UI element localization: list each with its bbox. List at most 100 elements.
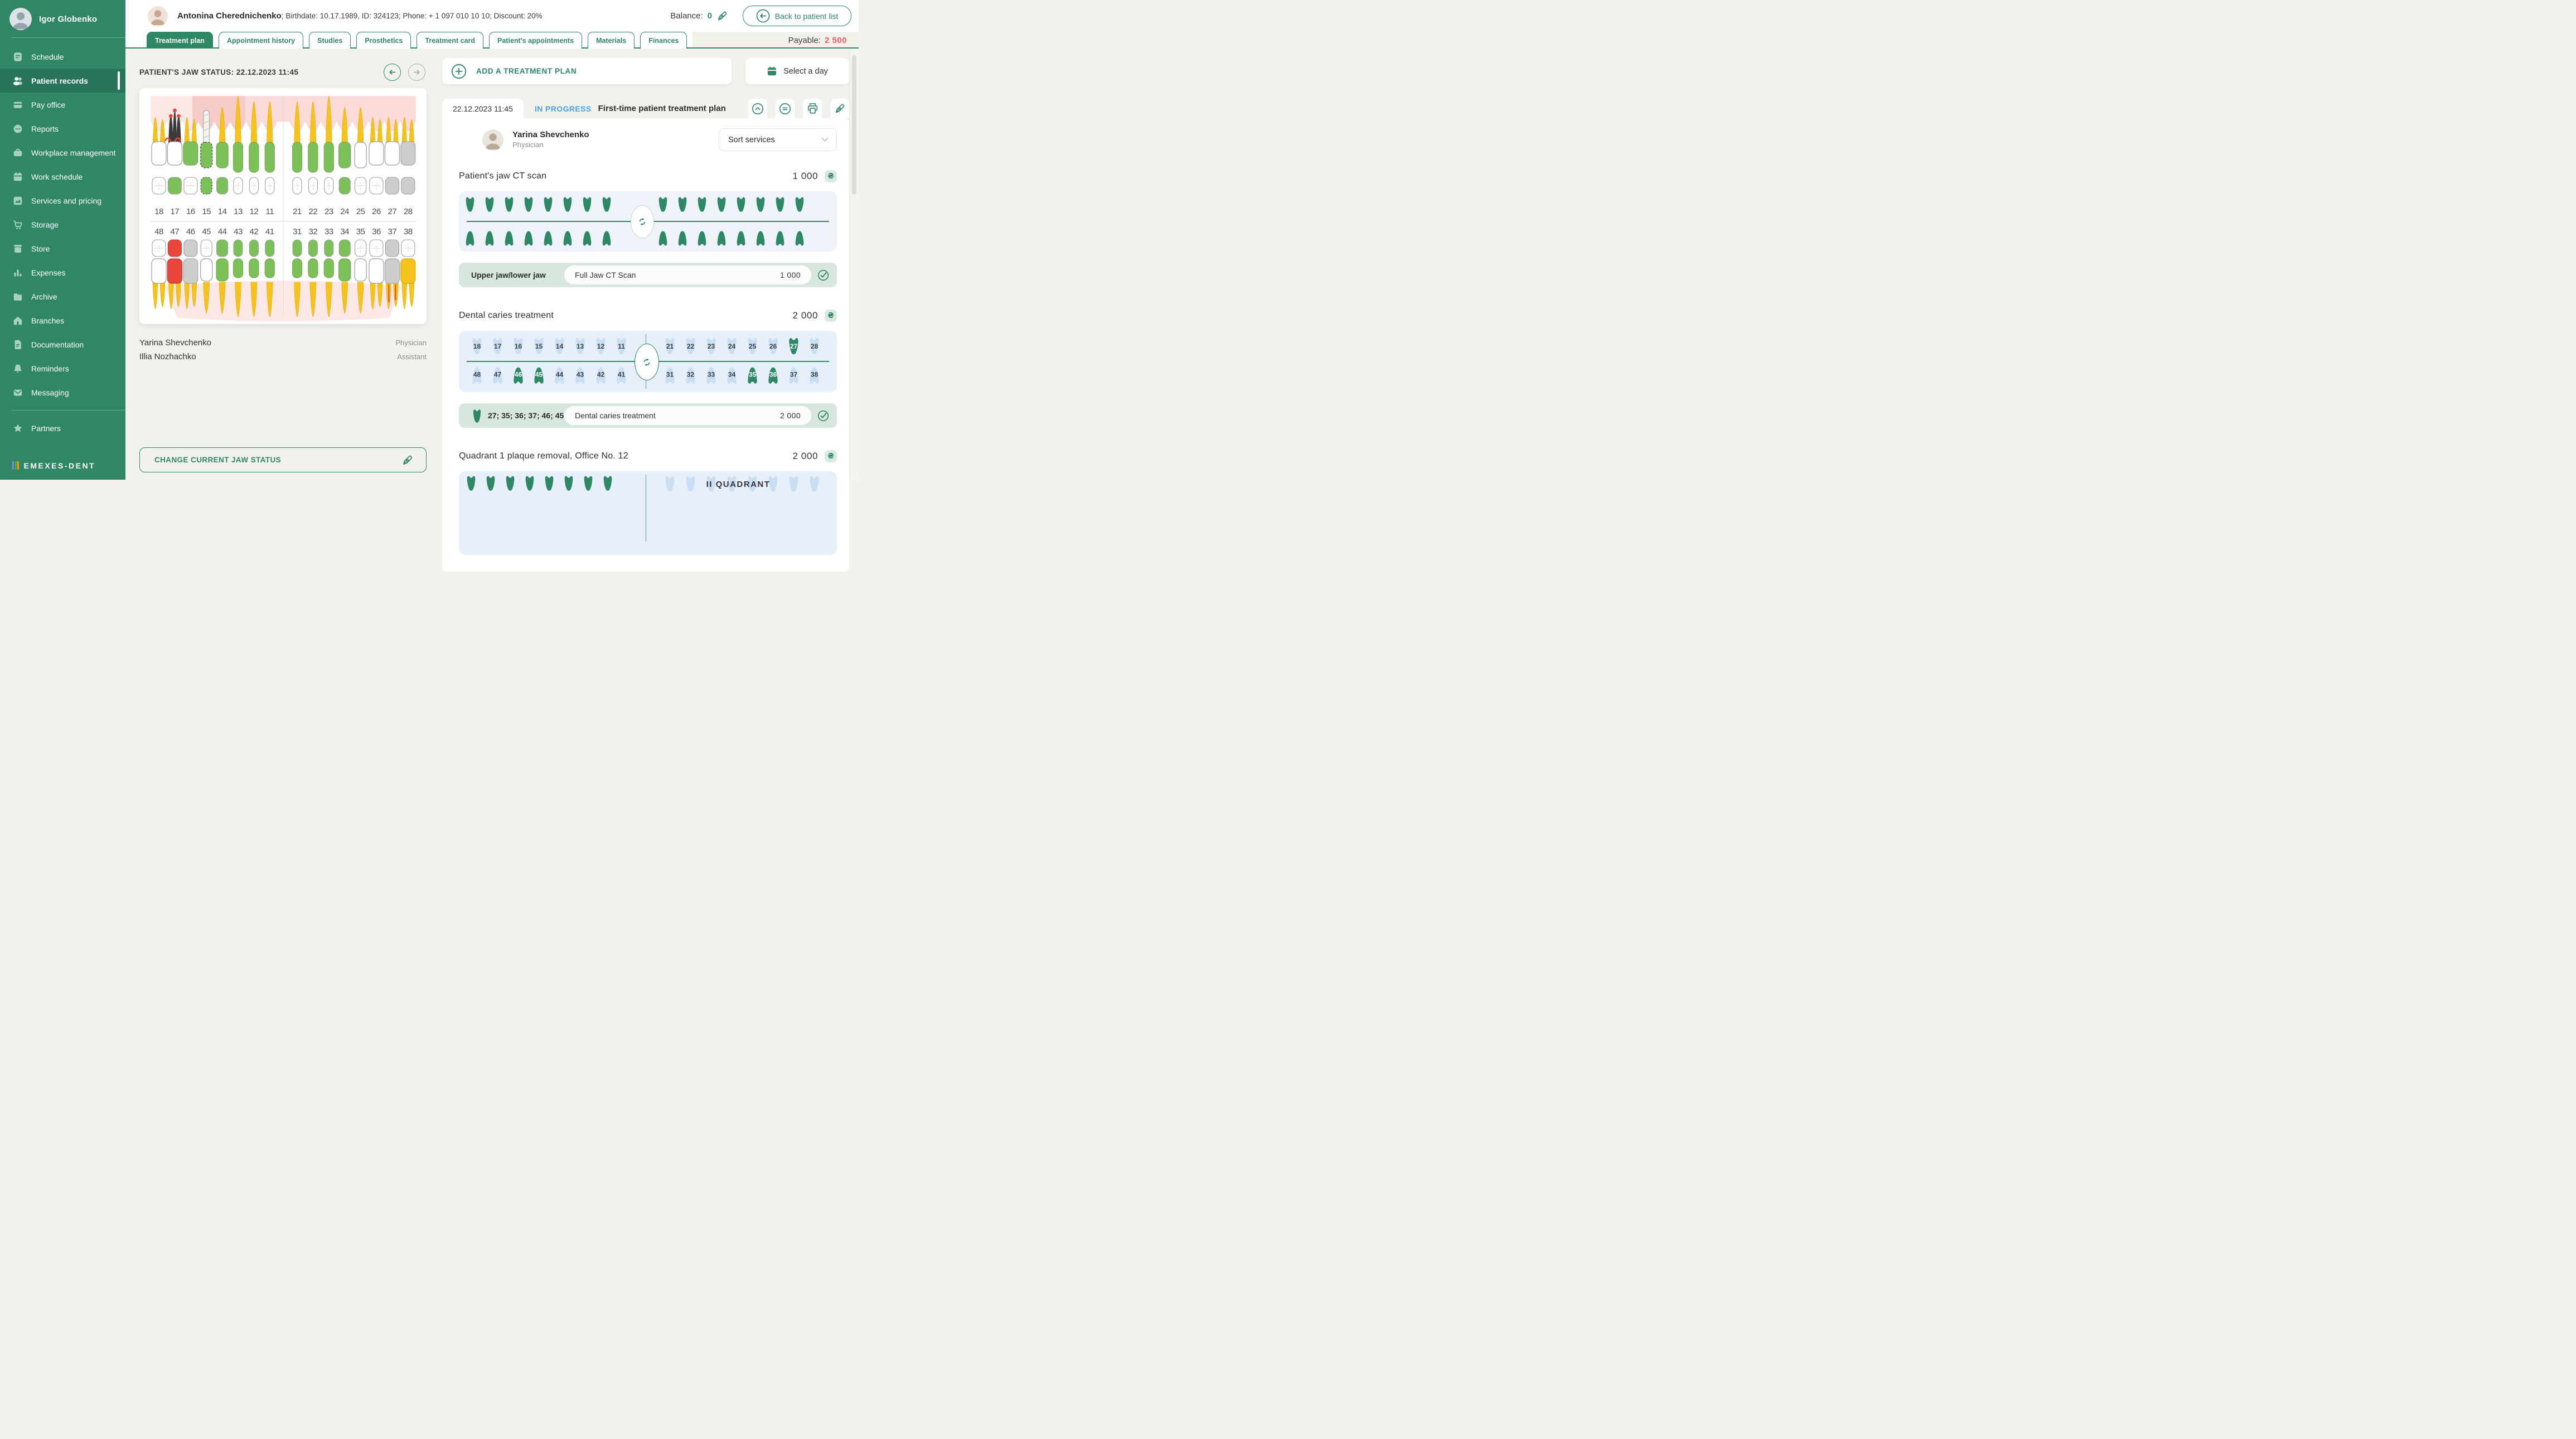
tooth-chip-42[interactable]: 42: [594, 366, 608, 385]
tooth-chip-38[interactable]: 38: [807, 366, 821, 385]
tab-appointment-history[interactable]: Appointment history: [218, 32, 304, 49]
tooth-icon: [776, 197, 785, 212]
service-box[interactable]: Full Jaw CT Scan 1 000: [564, 265, 811, 284]
scrollbar-thumb[interactable]: [851, 55, 856, 195]
sidebar-item-patient-records[interactable]: Patient records: [0, 69, 125, 93]
sidebar-item-branches[interactable]: Branches: [0, 308, 125, 332]
currency-badge: ₴: [825, 170, 837, 182]
tab-treatment-card[interactable]: Treatment card: [417, 32, 484, 49]
tooth-chip-37[interactable]: 37: [787, 366, 801, 385]
service-box[interactable]: Dental caries treatment 2 000: [564, 406, 811, 425]
sidebar-item-expenses[interactable]: Expenses: [0, 260, 125, 284]
service-price: 1 000: [792, 171, 818, 181]
tooth-chip-27[interactable]: 27: [787, 336, 801, 355]
tooth-chip-24[interactable]: 24: [725, 336, 739, 355]
sidebar-item-pay-office[interactable]: Pay office: [0, 93, 125, 117]
svg-text:21: 21: [293, 207, 302, 216]
tooth-chip-28[interactable]: 28: [807, 336, 821, 355]
sidebar-item-workplace-management[interactable]: Workplace management: [0, 141, 125, 165]
check-circle-icon[interactable]: [817, 409, 830, 422]
sidebar-item-store[interactable]: Store: [0, 236, 125, 260]
tooth-chip-26[interactable]: 26: [766, 336, 780, 355]
sidebar-divider: [11, 37, 125, 38]
tooth-chip-12[interactable]: 12: [594, 336, 608, 355]
back-to-patient-list-button[interactable]: Back to patient list: [743, 6, 851, 26]
tooth-chip-23[interactable]: 23: [704, 336, 718, 355]
tooth-chip-32[interactable]: 32: [684, 366, 698, 385]
change-jaw-status-button[interactable]: CHANGE CURRENT JAW STATUS: [139, 447, 427, 472]
tooth-icon: [602, 197, 611, 212]
tooth-chip-31[interactable]: 31: [663, 366, 677, 385]
tooth-chip-41[interactable]: 41: [614, 366, 628, 385]
tooth-chip-33[interactable]: 33: [704, 366, 718, 385]
tooth-chip-35[interactable]: 35: [745, 366, 759, 385]
print-plan-button[interactable]: [803, 99, 822, 118]
tooth-chip-45[interactable]: 45: [532, 366, 546, 385]
plan-date-tab[interactable]: 22.12.2023 11:45: [442, 99, 524, 118]
payable-value: 2 500: [824, 35, 847, 45]
swap-icon: [639, 218, 646, 226]
previous-status-button[interactable]: [384, 64, 401, 81]
sidebar-item-documentation[interactable]: Documentation: [0, 332, 125, 356]
svg-text:18: 18: [473, 342, 481, 350]
sidebar-item-reports[interactable]: Reports: [0, 117, 125, 141]
tooth-chip-17[interactable]: 17: [491, 336, 505, 355]
edit-balance-pen-icon[interactable]: [716, 10, 728, 22]
edit-plan-button[interactable]: [830, 99, 849, 118]
svg-text:14: 14: [218, 207, 227, 216]
tab-materials[interactable]: Materials: [588, 32, 635, 49]
svg-text:47: 47: [171, 227, 180, 236]
tooth-icon: [810, 476, 819, 492]
service-price: 2 000: [792, 310, 818, 321]
tooth-chip-44[interactable]: 44: [553, 366, 566, 385]
add-treatment-plan-button[interactable]: ADD A TREATMENT PLAN: [442, 58, 732, 84]
swap-jaws-button[interactable]: [631, 205, 654, 238]
assignment-scope: Upper jaw/lower jaw: [471, 271, 546, 279]
calendar-icon: [767, 66, 777, 76]
quadrant-label: II QUADRANT: [706, 480, 771, 489]
sidebar-item-archive[interactable]: Archive: [0, 284, 125, 308]
tab-treatment-plan[interactable]: Treatment plan: [147, 32, 213, 49]
sidebar-item-schedule[interactable]: Schedule: [0, 45, 125, 69]
service-title: Patient's jaw CT scan: [459, 171, 547, 181]
tab-patient-s-appointments[interactable]: Patient's appointments: [489, 32, 583, 49]
tooth-chip-48[interactable]: 48: [470, 366, 484, 385]
tooth-chip-13[interactable]: 13: [573, 336, 587, 355]
tooth-icon: [768, 476, 778, 492]
collapse-plan-button[interactable]: [748, 99, 767, 118]
sidebar-item-reminders[interactable]: Reminders: [0, 356, 125, 380]
sidebar-item-work-schedule[interactable]: Work schedule: [0, 165, 125, 189]
sort-services-dropdown[interactable]: Sort services: [719, 128, 837, 151]
current-user[interactable]: Igor Globenko: [0, 0, 125, 37]
sidebar-item-partners[interactable]: Partners: [0, 416, 125, 440]
tooth-chip-15[interactable]: 15: [532, 336, 546, 355]
tab-studies[interactable]: Studies: [309, 32, 351, 49]
tab-finances[interactable]: Finances: [640, 32, 687, 49]
tooth-chip-43[interactable]: 43: [573, 366, 587, 385]
jaw-chart[interactable]: 18 17 16 15 14 13 12 11 21 22 23 24 25 26 27 28 48 47 46 45…: [139, 88, 427, 324]
tooth-chip-22[interactable]: 22: [684, 336, 698, 355]
tooth-chip-18[interactable]: 18: [470, 336, 484, 355]
tooth-chip-21[interactable]: 21: [663, 336, 677, 355]
tooth-chip-16[interactable]: 16: [511, 336, 525, 355]
tooth-chip-47[interactable]: 47: [491, 366, 505, 385]
currency-badge: ₴: [825, 310, 837, 322]
swap-jaws-button[interactable]: [635, 344, 659, 380]
tooth-chip-14[interactable]: 14: [553, 336, 566, 355]
tooth-chip-11[interactable]: 11: [614, 336, 628, 355]
svg-text:32: 32: [309, 227, 318, 236]
sidebar-item-storage[interactable]: Storage: [0, 213, 125, 236]
next-status-button[interactable]: [408, 64, 425, 81]
check-circle-icon[interactable]: [817, 269, 830, 282]
sidebar-item-messaging[interactable]: Messaging: [0, 380, 125, 404]
tab-prosthetics[interactable]: Prosthetics: [356, 32, 411, 49]
select-day-button[interactable]: Select a day: [745, 58, 849, 84]
sidebar-item-services-and-pricing[interactable]: Services and pricing: [0, 189, 125, 213]
plan-summary-button[interactable]: [776, 99, 795, 118]
tooth-chip-36[interactable]: 36: [766, 366, 780, 385]
tooth-chip-46[interactable]: 46: [511, 366, 525, 385]
tooth-chip-25[interactable]: 25: [745, 336, 759, 355]
tooth-chip-34[interactable]: 34: [725, 366, 739, 385]
sidebar-item-label: Archive: [31, 292, 57, 301]
scrollbar-track[interactable]: [849, 49, 859, 480]
